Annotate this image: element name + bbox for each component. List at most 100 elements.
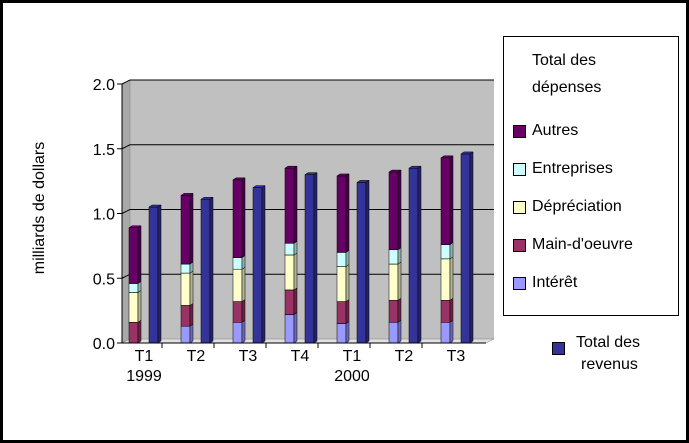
bar-segment-main-d-oeuvre [128,319,142,344]
bar-segment-autres-front [180,195,191,265]
expense-legend: Total des dépenses Autres Entreprises Dépr… [503,36,679,316]
bar-segment-autres-side [293,165,298,244]
bar-revenue-top [460,151,474,155]
bar-revenue-top [304,172,318,175]
bar-segment-autres-front [388,171,399,251]
legend-label: Intérêt [532,274,578,291]
bar-segment-autres-top [128,225,142,228]
bar-revenue-side [469,151,474,344]
bar-segment-d-pr-ciation-front [284,254,295,291]
bar-revenue-front [252,187,263,344]
bar-segment-int-r-t-front [336,323,347,344]
bar-segment-entreprises-front [128,283,139,293]
bar-revenue [356,179,370,344]
bar-segment-autres-front [128,227,139,284]
y-axis-label: milliards de dollars [31,142,48,275]
legend-title-line-1: Total des [532,52,597,69]
bar-segment-d-pr-ciation-front [180,272,191,306]
bar-revenue-top [356,180,370,183]
bar-segment-main-d-oeuvre-front [440,300,451,323]
bar-segment-int-r-t [180,323,194,344]
bar-segment-int-r-t [284,312,298,344]
bar-segment-autres-side [345,173,350,253]
bar-segment-main-d-oeuvre-front [180,305,191,327]
bar-segment-d-pr-ciation-front [336,266,347,302]
bar-segment-entreprises-front [180,263,191,274]
bar-segment-d-pr-ciation [336,264,350,303]
legend-swatch [513,162,526,176]
bar-segment-d-pr-ciation-side [449,256,454,301]
revenue-legend-swatch [552,342,565,355]
bar-segment-entreprises-side [397,247,402,265]
bar-segment-int-r-t-front [180,325,191,344]
revenue-legend-line-2: revenus [581,356,638,373]
bar-segment-main-d-oeuvre [232,299,246,323]
bar-segment-d-pr-ciation-side [241,266,246,303]
bar-segment-int-r-t [388,319,402,344]
bar-segment-autres-side [241,177,246,258]
bar-segment-int-r-t-side [397,319,402,344]
bar-segment-d-pr-ciation-side [137,290,142,323]
bar-segment-autres-front [284,167,295,244]
bar-segment-int-r-t-side [449,319,454,344]
bar-revenue-top [252,185,266,188]
bar-revenue [252,185,266,344]
y-tick-label: 0.5 [93,271,115,288]
x-tick-label: T1 [135,348,154,365]
bar-segment-int-r-t [232,319,246,344]
axes: 0.0 0.5 1.0 1.5 2.0 T1 1999 T2 T3 T4 T1 2000 T2 T3 [93,77,486,385]
revenue-legend: Total des revenus [552,334,687,384]
bar-segment-entreprises [336,249,350,268]
bar-segment-entreprises [440,242,454,260]
bar-segment-entreprises-side [345,249,350,268]
bar-revenue [460,151,474,344]
bar-segment-main-d-oeuvre-side [397,297,402,323]
bar-segment-autres-side [397,169,402,251]
bar-segment-autres-top [180,193,194,196]
bar-segment-entreprises [388,247,402,265]
bar-segment-main-d-oeuvre [440,297,454,323]
bar-segment-int-r-t-front [440,322,451,344]
bar-segment-main-d-oeuvre-front [128,322,139,344]
x-tick-label: T1 [343,348,362,365]
bar-segment-d-pr-ciation-side [293,252,298,291]
legend-swatch [513,124,526,138]
bar-segment-autres [180,192,194,265]
gridline-side [121,273,131,279]
bar-segment-entreprises-side [293,240,298,256]
legend-label: Main-d'oeuvre [532,236,633,253]
legend-swatch [513,200,526,214]
bar-segment-autres [232,177,246,258]
bar-segment-autres-side [137,225,142,284]
bar-segment-autres-top [336,173,350,177]
bar-segment-main-d-oeuvre [388,297,402,323]
bar-revenue [200,196,214,344]
y-tick-label: 1.5 [93,142,115,159]
bar-segment-autres [128,225,142,284]
bars [128,151,474,344]
bar-segment-main-d-oeuvre [336,299,350,325]
bar-revenue [408,165,422,344]
legend-swatch [513,238,526,252]
bar-segment-entreprises-front [232,257,243,270]
bar-segment-d-pr-ciation [284,252,298,291]
bar-revenue-top [200,197,214,200]
bar-revenue-side [417,165,422,344]
bar-revenue-side [313,172,318,344]
bar-segment-d-pr-ciation-side [397,261,402,301]
y-tick-label: 0.0 [93,336,115,353]
bar-segment-int-r-t-side [241,319,246,344]
bar-segment-autres [388,169,402,251]
bar-segment-int-r-t [440,319,454,344]
bar-segment-entreprises-front [336,252,347,267]
bar-segment-autres-top [232,177,246,181]
bar-segment-int-r-t-side [189,323,194,344]
bar-segment-d-pr-ciation-front [440,258,451,301]
bar-revenue-front [460,153,471,344]
bar-revenue-top [408,165,422,169]
gridline-side [121,209,131,214]
legend-swatch [513,276,526,290]
bar-revenue-front [148,206,159,344]
bar-segment-int-r-t-side [345,321,350,344]
